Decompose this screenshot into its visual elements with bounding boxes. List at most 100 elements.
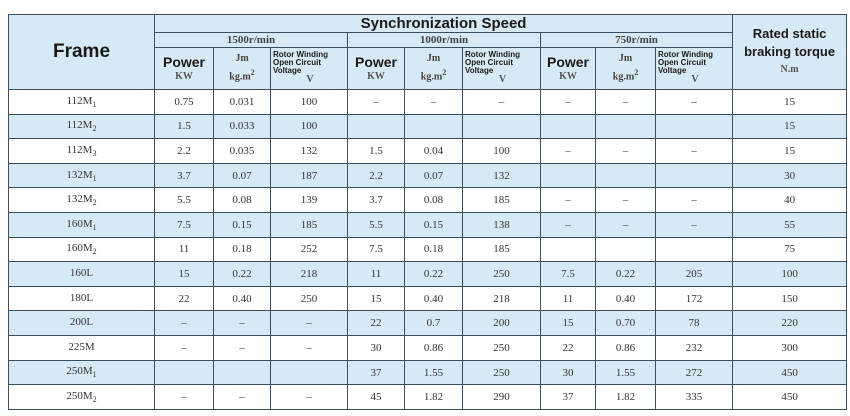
- value-cell: [347, 113, 405, 140]
- value-cell: 2.2: [347, 162, 405, 189]
- jm-label: Jm: [618, 53, 633, 65]
- value-cell: 11: [540, 285, 596, 312]
- rotor-voltage-line3: Voltage: [273, 66, 302, 75]
- value-cell: 250: [462, 335, 541, 361]
- power-unit: KW: [367, 70, 385, 82]
- value-cell: 0.22: [595, 261, 656, 287]
- value-cell: 15: [347, 285, 405, 312]
- jm-unit: kg.m: [229, 71, 251, 83]
- motor-spec-table: Frame Synchronization Speed Rated static…: [8, 14, 848, 410]
- jm-header: Jm kg.m2: [213, 47, 271, 90]
- value-cell: 7.5: [347, 236, 405, 263]
- value-cell: 22: [347, 310, 405, 337]
- value-cell: 5.5: [347, 212, 405, 238]
- value-cell: 15: [732, 113, 848, 140]
- value-cell: –: [595, 89, 656, 115]
- rated-torque-line1: Rated static: [752, 26, 827, 41]
- value-cell: 0.7: [404, 310, 463, 337]
- frame-cell: 112M1: [8, 89, 155, 115]
- value-cell: 7.5: [540, 261, 596, 287]
- value-cell: 205: [654, 261, 734, 287]
- value-cell: 40: [732, 187, 848, 214]
- frame-cell: 112M2: [8, 113, 155, 140]
- value-cell: 220: [732, 310, 848, 337]
- value-cell: 0.07: [404, 162, 463, 189]
- value-cell: –: [654, 89, 734, 115]
- frame-name: 160M: [66, 217, 93, 230]
- value-cell: 3.7: [154, 162, 214, 189]
- frame-subscript: 1: [92, 222, 97, 232]
- value-cell: 132: [462, 162, 541, 189]
- frame-cell: 180L: [8, 285, 155, 312]
- value-cell: 0.22: [404, 261, 463, 287]
- rotor-voltage-unit: V: [691, 74, 699, 85]
- table-row: 112M2 1.5 0.033 100 15: [8, 113, 848, 140]
- table-row: 200L – – –22 0.7 200 15 0.70 78 220: [8, 310, 848, 337]
- frame-header: Frame: [8, 14, 155, 90]
- rotor-voltage-line3: Voltage: [465, 66, 494, 75]
- value-cell: 1.5: [347, 138, 405, 164]
- jm-header: Jm kg.m2: [404, 47, 463, 90]
- frame-name: 200L: [69, 316, 94, 329]
- frame-cell: 250M2: [8, 384, 155, 410]
- value-cell: 100: [270, 113, 348, 140]
- power-label: Power: [354, 53, 397, 70]
- table-row: 132M1 3.7 0.07 187 2.2 0.07 132 30: [8, 162, 848, 189]
- rotor-voltage-line2: Open Circuit: [658, 58, 707, 67]
- rotor-voltage-header: Rotor Winding Open Circuit Voltage V: [654, 47, 734, 90]
- value-cell: 0.86: [404, 335, 463, 361]
- value-cell: 1.82: [595, 384, 656, 410]
- value-cell: [654, 236, 734, 263]
- value-cell: [540, 236, 596, 263]
- value-cell: –: [404, 89, 463, 115]
- speed-header-1500: 1500r/min: [154, 32, 348, 48]
- value-cell: [654, 162, 734, 189]
- frame-subscript: 2: [92, 247, 97, 257]
- value-cell: 0.07: [213, 162, 271, 189]
- frame-name: 160M: [66, 242, 93, 255]
- frame-name: 180L: [69, 291, 94, 304]
- jm-unit: kg.m: [420, 71, 443, 83]
- table-row: 250M1 37 1.55 250 30 1.55 272 450: [8, 359, 848, 386]
- power-header: Power KW: [540, 47, 596, 90]
- value-cell: 0.15: [404, 212, 463, 238]
- table-row: 160M1 7.5 0.15 185 5.5 0.15 138– – –55: [8, 212, 848, 238]
- value-cell: –: [540, 138, 596, 164]
- frame-name: 160L: [69, 266, 94, 279]
- rotor-voltage-line2: Open Circuit: [465, 58, 514, 67]
- frame-name: 112M: [66, 94, 93, 107]
- value-cell: 100: [732, 261, 848, 287]
- value-cell: 1.55: [595, 359, 656, 386]
- rotor-voltage-line1: Rotor Winding: [273, 50, 329, 59]
- value-cell: 0.15: [213, 212, 271, 238]
- rotor-voltage-line1: Rotor Winding: [465, 50, 521, 59]
- value-cell: 218: [462, 285, 541, 312]
- power-unit: KW: [559, 70, 577, 82]
- value-cell: –: [154, 310, 214, 337]
- value-cell: 7.5: [154, 212, 214, 238]
- value-cell: –: [595, 138, 656, 164]
- rotor-voltage-line1: Rotor Winding: [658, 50, 714, 59]
- value-cell: –: [213, 335, 271, 361]
- value-cell: –: [595, 187, 656, 214]
- table-row: 160L 15 0.22 218 11 0.22 250 7.5 0.22 205 100: [8, 261, 848, 287]
- value-cell: [213, 359, 271, 386]
- value-cell: 139: [270, 187, 348, 214]
- frame-subscript: 2: [92, 124, 97, 134]
- value-cell: 0.70: [595, 310, 656, 337]
- rotor-voltage-unit: V: [306, 74, 314, 85]
- value-cell: 1.82: [404, 384, 463, 410]
- frame-name: 250M: [66, 390, 93, 403]
- value-cell: 132: [270, 138, 348, 164]
- rotor-voltage-unit: V: [498, 74, 507, 85]
- table-row: 112M1 0.75 0.031 100– – – – – –15: [8, 89, 848, 115]
- frame-name: 112M: [66, 143, 93, 156]
- value-cell: 172: [654, 285, 734, 312]
- frame-name: 132M: [66, 168, 93, 181]
- value-cell: –: [654, 212, 734, 238]
- power-unit: KW: [175, 70, 193, 82]
- value-cell: 22: [154, 285, 214, 312]
- value-cell: [540, 162, 596, 189]
- value-cell: 45: [347, 384, 405, 410]
- rated-torque-line2: braking torque: [744, 44, 836, 59]
